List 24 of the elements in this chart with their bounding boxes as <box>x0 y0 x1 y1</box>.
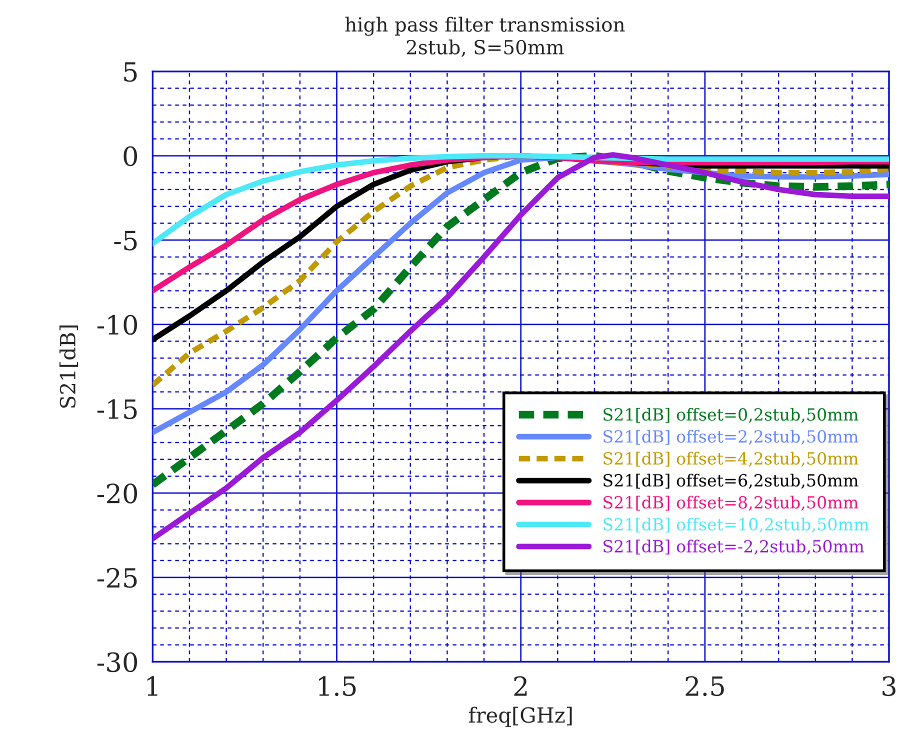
legend-label: S21[dB] offset=0,2stub,50mm <box>604 408 858 423</box>
y-tick-label: -20 <box>97 484 138 504</box>
y-tick-label: -5 <box>114 230 137 251</box>
y-tick-label: -10 <box>97 314 138 335</box>
y-tick-label: -25 <box>97 568 137 588</box>
legend-label: S21[dB] offset=10,2stub,50mm <box>604 518 869 533</box>
y-tick-label: -15 <box>97 399 137 420</box>
legend-label: S21[dB] offset=4,2stub,50mm <box>604 452 858 467</box>
x-tick-label: 1 <box>147 676 158 696</box>
legend-label: S21[dB] offset=6,2stub,50mm <box>604 474 858 489</box>
x-tick-label: 2.5 <box>686 676 724 696</box>
y-tick-label: 5 <box>124 62 137 82</box>
y-tick-label: 0 <box>124 146 138 166</box>
legend-label: S21[dB] offset=2,2stub,50mm <box>604 430 858 445</box>
chart-title: high pass filter transmission <box>345 16 625 36</box>
y-axis-title: S21[dB] <box>59 326 78 408</box>
legend-label: S21[dB] offset=8,2stub,50mm <box>604 496 858 511</box>
x-tick-label: 2 <box>514 676 527 696</box>
x-axis-title: freq[GHz] <box>468 706 572 727</box>
x-tick-label: 1.5 <box>318 676 356 696</box>
y-tick-label: -30 <box>97 652 138 672</box>
legend-label: S21[dB] offset=-2,2stub,50mm <box>604 540 864 555</box>
x-tick-label: 3 <box>882 676 896 696</box>
chart-subtitle: 2stub, S=50mm <box>406 39 564 57</box>
